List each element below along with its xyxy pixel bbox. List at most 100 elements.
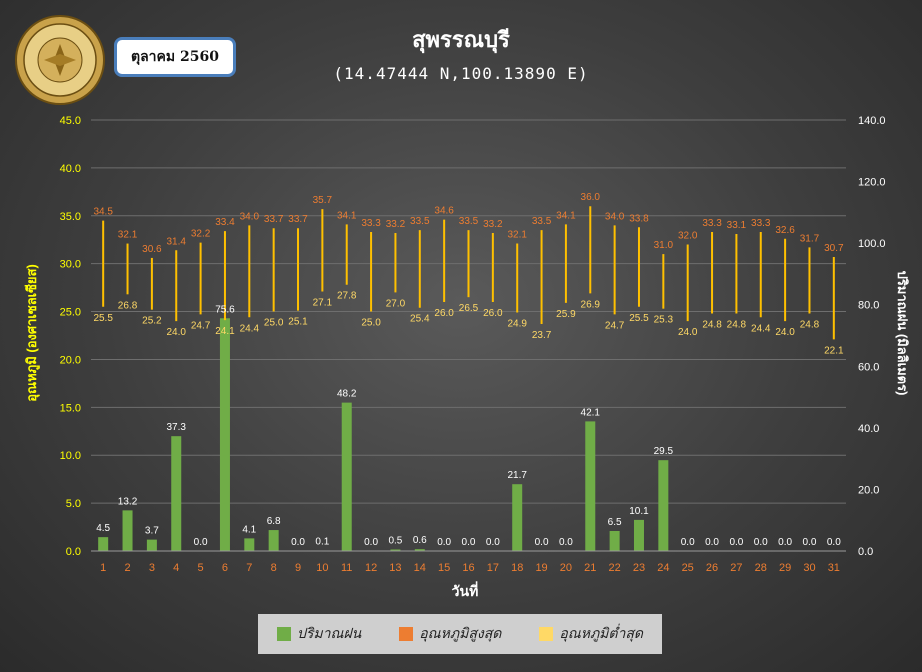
- x-tick-label: 27: [730, 562, 742, 574]
- tmin-value-label: 25.9: [556, 309, 576, 320]
- rain-value-label: 0.0: [803, 537, 817, 548]
- tmin-value-label: 24.1: [215, 326, 235, 337]
- grid-lines: [91, 119, 846, 552]
- x-tick-label: 9: [295, 562, 301, 574]
- rain-bar: [390, 549, 401, 551]
- rain-bar: [609, 530, 620, 551]
- tmax-value-label: 32.6: [775, 225, 795, 236]
- tmax-value-label: 34.1: [337, 210, 357, 221]
- month-label: ตุลาคม 2560: [114, 37, 236, 77]
- x-tick-label: 15: [438, 562, 450, 574]
- rain-swatch: [276, 627, 291, 641]
- tmax-value-label: 33.3: [361, 218, 381, 229]
- y-axis-right-label: ปริมาณฝน (มิลลิเมตร): [895, 271, 910, 396]
- tmin-value-label: 26.9: [581, 299, 601, 310]
- tmax-value-label: 33.5: [410, 216, 430, 227]
- rain-value-label: 42.1: [581, 407, 601, 418]
- x-tick-label: 7: [246, 562, 252, 574]
- tmin-value-label: 24.0: [775, 327, 795, 338]
- tmax-value-label: 35.7: [313, 195, 333, 206]
- tmin-value-label: 25.5: [93, 313, 113, 324]
- rain-value-label: 75.6: [215, 304, 235, 315]
- rain-bar: [122, 510, 133, 551]
- tmin-value-label: 24.9: [507, 319, 527, 330]
- tmin-value-label: 26.8: [118, 300, 138, 311]
- tmax-value-label: 30.6: [142, 244, 162, 255]
- tmin-value-label: 25.3: [654, 315, 674, 326]
- tmax-value-label: 33.4: [215, 217, 235, 228]
- legend-item-tmax: อุณหภูมิสูงสุด: [399, 623, 501, 645]
- rain-value-label: 0.1: [315, 537, 329, 548]
- x-tick-label: 17: [487, 562, 499, 574]
- y-tick-left: 25.0: [60, 307, 81, 319]
- rain-value-label: 0.0: [827, 537, 841, 548]
- y-tick-left: 45.0: [60, 115, 81, 127]
- rain-value-label: 0.0: [194, 537, 208, 548]
- tmin-value-label: 27.8: [337, 291, 357, 302]
- x-tick-label: 22: [609, 562, 621, 574]
- tmax-value-label: 32.1: [118, 230, 138, 241]
- tmin-value-label: 27.1: [313, 297, 333, 308]
- rain-bar: [512, 484, 523, 551]
- legend-label-rain: ปริมาณฝน: [296, 626, 362, 642]
- tmax-value-label: 33.1: [727, 220, 747, 231]
- y-tick-right: 0.0: [858, 546, 873, 558]
- rain-bar: [146, 539, 157, 551]
- tmax-value-label: 33.2: [483, 219, 503, 230]
- tmin-value-label: 26.0: [434, 308, 454, 319]
- tmin-value-label: 25.5: [629, 313, 649, 324]
- tmin-swatch: [539, 627, 554, 641]
- x-tick-label: 11: [341, 562, 352, 574]
- x-tick-label: 14: [414, 562, 426, 574]
- x-axis-label: วันที่: [452, 581, 479, 599]
- rain-bar: [414, 549, 425, 551]
- y-tick-right: 80.0: [858, 300, 879, 312]
- x-tick-label: 4: [173, 562, 179, 574]
- rain-value-label: 0.6: [413, 535, 427, 546]
- tmin-value-label: 24.0: [167, 327, 187, 338]
- tmax-value-label: 30.7: [824, 243, 844, 254]
- rain-bar: [658, 460, 669, 551]
- tmax-value-label: 34.0: [605, 211, 625, 222]
- x-tick-label: 10: [316, 562, 328, 574]
- chart-coordinates: (14.47444 N,100.13890 E): [333, 64, 589, 83]
- tmin-value-label: 24.4: [240, 323, 260, 334]
- left-axis: 0.0 5.0 10.0 15.0 20.0 25.0 30.0 35.0 40.0 45.0: [60, 115, 81, 558]
- tmin-value-label: 25.4: [410, 314, 430, 325]
- y-tick-right: 40.0: [858, 423, 879, 435]
- tmax-value-label: 32.1: [507, 230, 527, 241]
- rain-bars: [98, 318, 669, 551]
- rain-value-label: 10.1: [629, 506, 649, 517]
- tmax-value-label: 34.0: [240, 211, 260, 222]
- tmax-value-label: 33.3: [702, 218, 722, 229]
- x-tick-label: 30: [803, 562, 815, 574]
- x-tick-label: 21: [584, 562, 596, 574]
- tmax-value-label: 31.4: [167, 236, 187, 247]
- y-tick-right: 120.0: [858, 177, 886, 189]
- rain-value-label: 48.2: [337, 389, 357, 400]
- rain-bar: [98, 537, 109, 551]
- tmax-swatch: [399, 627, 414, 641]
- rain-value-label: 0.0: [754, 537, 768, 548]
- rain-value-label: 21.7: [507, 470, 527, 481]
- legend-item-rain: ปริมาณฝน: [276, 623, 362, 645]
- tmin-value-label: 24.7: [605, 320, 625, 331]
- rain-value-label: 0.5: [388, 535, 402, 546]
- rain-value-label: 0.0: [535, 537, 549, 548]
- x-tick-label: 23: [633, 562, 645, 574]
- x-tick-label: 24: [657, 562, 669, 574]
- tmax-value-label: 31.0: [654, 240, 674, 251]
- rain-value-label: 0.0: [729, 537, 743, 548]
- tmin-value-label: 27.0: [386, 298, 406, 309]
- x-tick-label: 31: [828, 562, 840, 574]
- x-axis: 1 2 3 4 5 6 7 8 9 10 11 12 13 14 15 16 17 18 19 20 21 22 23 24 2…: [91, 550, 846, 574]
- rain-value-label: 0.0: [364, 537, 378, 548]
- y-tick-right: 140.0: [858, 115, 886, 127]
- x-tick-label: 5: [198, 562, 204, 574]
- rain-value-label: 0.0: [291, 537, 305, 548]
- tmin-value-label: 25.0: [361, 318, 381, 329]
- y-tick-left: 30.0: [60, 259, 81, 271]
- x-tick-label: 12: [365, 562, 377, 574]
- x-tick-label: 6: [222, 562, 228, 574]
